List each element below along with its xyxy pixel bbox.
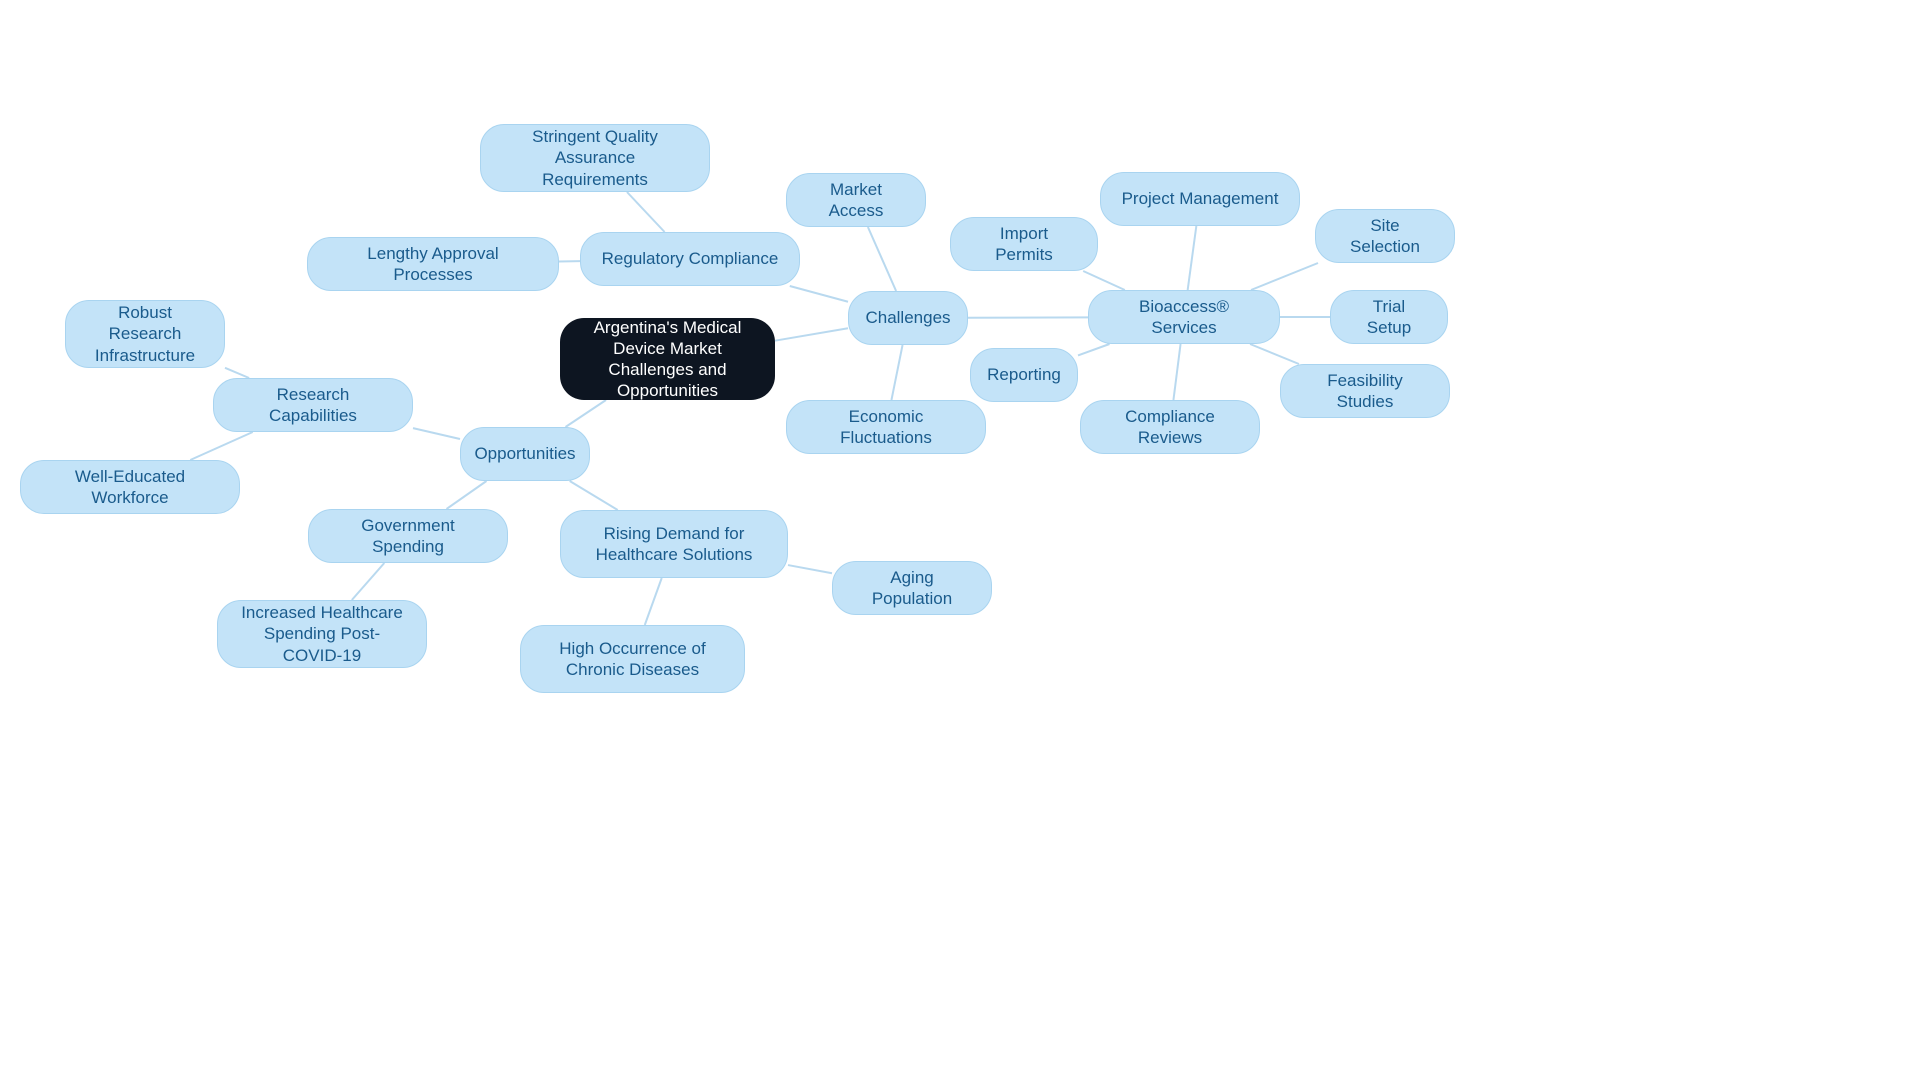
node-stringent_qa: Stringent Quality Assurance Requirements xyxy=(480,124,710,192)
node-label: Aging Population xyxy=(853,567,971,610)
node-label: Bioaccess® Services xyxy=(1109,296,1259,339)
node-label: Argentina's Medical Device Market Challe… xyxy=(580,317,755,402)
node-label: Reporting xyxy=(987,364,1061,385)
edge-rising_demand-aging_pop xyxy=(788,565,832,573)
node-aging_pop: Aging Population xyxy=(832,561,992,615)
edge-bioaccess-site_selection xyxy=(1251,263,1318,290)
node-research_cap: Research Capabilities xyxy=(213,378,413,432)
node-label: High Occurrence of Chronic Diseases xyxy=(541,638,724,681)
node-root: Argentina's Medical Device Market Challe… xyxy=(560,318,775,400)
edge-opportunities-rising_demand xyxy=(570,481,618,510)
node-bioaccess: Bioaccess® Services xyxy=(1088,290,1280,344)
node-label: Research Capabilities xyxy=(234,384,392,427)
edge-challenges-reg_compliance xyxy=(790,286,848,302)
edge-bioaccess-import_permits xyxy=(1083,271,1125,290)
node-healthcare_spending: Increased Healthcare Spending Post-COVID… xyxy=(217,600,427,668)
node-project_mgmt: Project Management xyxy=(1100,172,1300,226)
edge-bioaccess-project_mgmt xyxy=(1188,226,1197,290)
node-label: Government Spending xyxy=(329,515,487,558)
edge-root-challenges xyxy=(775,328,848,340)
node-rising_demand: Rising Demand for Healthcare Solutions xyxy=(560,510,788,578)
edge-root-opportunities xyxy=(566,400,607,427)
node-opportunities: Opportunities xyxy=(460,427,590,481)
edge-bioaccess-compliance_rev xyxy=(1173,344,1180,400)
node-label: Compliance Reviews xyxy=(1101,406,1239,449)
node-label: Challenges xyxy=(865,307,950,328)
node-challenges: Challenges xyxy=(848,291,968,345)
node-chronic_diseases: High Occurrence of Chronic Diseases xyxy=(520,625,745,693)
edge-research_cap-robust_research xyxy=(225,368,249,378)
node-lengthy_approval: Lengthy Approval Processes xyxy=(307,237,559,291)
node-compliance_rev: Compliance Reviews xyxy=(1080,400,1260,454)
edges-layer xyxy=(0,0,1920,1083)
node-robust_research: Robust Research Infrastructure xyxy=(65,300,225,368)
node-label: Stringent Quality Assurance Requirements xyxy=(501,126,689,190)
node-label: Lengthy Approval Processes xyxy=(328,243,538,286)
node-trial_setup: Trial Setup xyxy=(1330,290,1448,344)
node-gov_spending: Government Spending xyxy=(308,509,508,563)
node-label: Market Access xyxy=(807,179,905,222)
node-label: Trial Setup xyxy=(1351,296,1427,339)
node-label: Economic Fluctuations xyxy=(807,406,965,449)
node-label: Opportunities xyxy=(474,443,575,464)
node-label: Regulatory Compliance xyxy=(602,248,779,269)
node-economic_fluct: Economic Fluctuations xyxy=(786,400,986,454)
node-feasibility: Feasibility Studies xyxy=(1280,364,1450,418)
edge-bioaccess-reporting xyxy=(1078,344,1110,355)
node-educated_workforce: Well-Educated Workforce xyxy=(20,460,240,514)
node-reporting: Reporting xyxy=(970,348,1078,402)
edge-rising_demand-chronic_diseases xyxy=(645,578,662,625)
node-label: Rising Demand for Healthcare Solutions xyxy=(581,523,767,566)
edge-research_cap-educated_workforce xyxy=(190,432,252,460)
edge-opportunities-gov_spending xyxy=(447,481,487,509)
node-market_access: Market Access xyxy=(786,173,926,227)
edge-challenges-economic_fluct xyxy=(891,345,902,400)
node-reg_compliance: Regulatory Compliance xyxy=(580,232,800,286)
node-site_selection: Site Selection xyxy=(1315,209,1455,263)
edge-reg_compliance-stringent_qa xyxy=(627,192,665,232)
node-label: Robust Research Infrastructure xyxy=(86,302,204,366)
node-label: Feasibility Studies xyxy=(1301,370,1429,413)
edge-opportunities-research_cap xyxy=(413,428,460,439)
edge-challenges-market_access xyxy=(868,227,896,291)
node-label: Well-Educated Workforce xyxy=(41,466,219,509)
edge-gov_spending-healthcare_spending xyxy=(352,563,384,600)
node-label: Project Management xyxy=(1122,188,1279,209)
node-label: Import Permits xyxy=(971,223,1077,266)
node-import_permits: Import Permits xyxy=(950,217,1098,271)
edge-bioaccess-feasibility xyxy=(1250,344,1299,364)
node-label: Increased Healthcare Spending Post-COVID… xyxy=(238,602,406,666)
node-label: Site Selection xyxy=(1336,215,1434,258)
